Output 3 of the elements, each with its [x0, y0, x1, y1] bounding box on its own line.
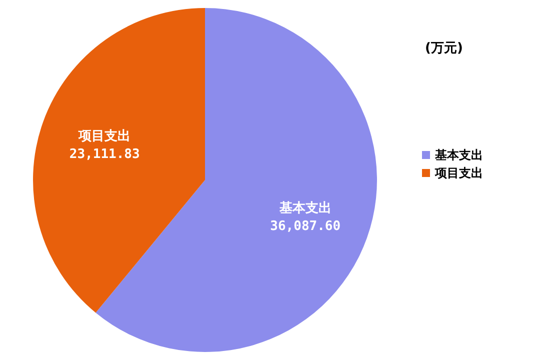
legend-label: 项目支出 [434, 166, 483, 180]
legend-label: 基本支出 [434, 148, 483, 162]
annotation: (万元) [425, 41, 463, 56]
